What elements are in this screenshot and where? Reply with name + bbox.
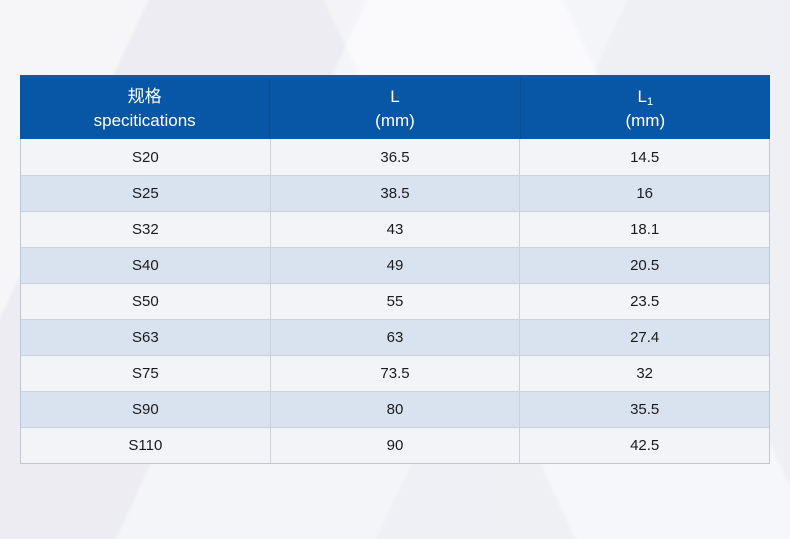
- cell-l: 80: [271, 392, 521, 427]
- cell-spec: S50: [21, 284, 271, 319]
- cell-spec: S90: [21, 392, 271, 427]
- cell-l: 49: [271, 248, 521, 283]
- cell-l: 90: [271, 428, 521, 463]
- table-row: S40 49 20.5: [21, 247, 769, 283]
- cell-l1: 16: [636, 185, 654, 202]
- table-row: S20 36.5 14.5: [21, 139, 769, 175]
- table-header-row: 规格 specitications L (mm) L1 (mm): [20, 75, 770, 139]
- header-l-symbol: L: [390, 86, 400, 106]
- header-cell-l1: L1 (mm): [521, 78, 770, 139]
- cell-l1: 18.1: [630, 221, 660, 238]
- table-row: S63 63 27.4: [21, 319, 769, 355]
- header-l1-symbol: L1: [637, 86, 654, 108]
- spec-table: 规格 specitications L (mm) L1 (mm) S20 36.5…: [20, 75, 770, 464]
- table-body: S20 36.5 14.5 S25 38.5 16 S32 43 18.1 S40 49 20.5 S5…: [20, 139, 770, 464]
- header-l1-subscript: 1: [646, 95, 654, 108]
- cell-spec: S63: [21, 320, 271, 355]
- cell-spec: S25: [21, 176, 271, 211]
- table-row: S25 38.5 16: [21, 175, 769, 211]
- cell-l: 73.5: [271, 356, 521, 391]
- cell-l1: 32: [636, 365, 654, 382]
- cell-l1: 14.5: [630, 148, 660, 166]
- header-spec-cn: 规格: [127, 86, 162, 106]
- table-row: S110 90 42.5: [21, 427, 769, 463]
- table-row: S32 43 18.1: [21, 211, 769, 247]
- header-cell-l: L (mm): [270, 78, 521, 139]
- cell-spec: S32: [21, 212, 271, 247]
- cell-l: 55: [271, 284, 521, 319]
- cell-l1: 27.4: [630, 329, 660, 346]
- cell-spec: S20: [21, 139, 271, 175]
- table-row: S75 73.5 32: [21, 355, 769, 391]
- header-l1-unit: (mm): [625, 110, 666, 130]
- cell-l: 38.5: [271, 176, 521, 211]
- header-l-unit: (mm): [375, 110, 415, 130]
- cell-spec: S75: [21, 356, 271, 391]
- header-cell-spec: 规格 specitications: [20, 78, 271, 139]
- cell-spec: S40: [21, 248, 271, 283]
- cell-spec: S110: [21, 428, 271, 463]
- cell-l: 63: [271, 320, 521, 355]
- cell-l1: 20.5: [630, 257, 660, 274]
- table-row: S90 80 35.5: [21, 391, 769, 427]
- cell-l1: 23.5: [630, 293, 660, 310]
- header-spec-en: specitications: [93, 110, 196, 130]
- cell-l: 43: [271, 212, 521, 247]
- cell-l1: 42.5: [630, 437, 660, 454]
- cell-l1: 35.5: [630, 401, 660, 418]
- cell-l: 36.5: [271, 139, 521, 175]
- table-row: S50 55 23.5: [21, 283, 769, 319]
